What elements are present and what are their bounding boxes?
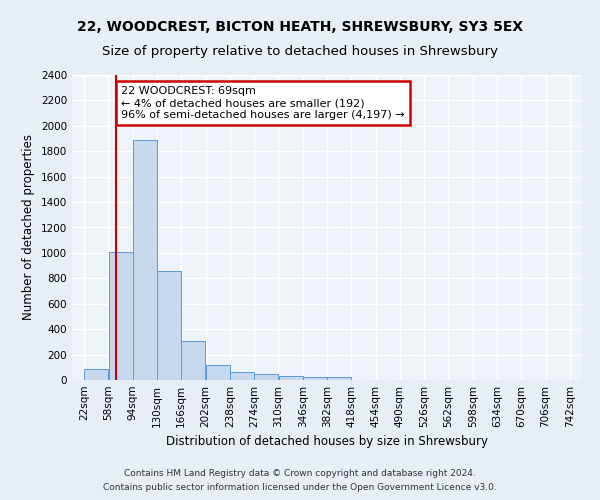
Bar	[278, 376, 302, 380]
Text: Contains HM Land Registry data © Crown copyright and database right 2024.: Contains HM Land Registry data © Crown c…	[124, 468, 476, 477]
Y-axis label: Number of detached properties: Number of detached properties	[22, 134, 35, 320]
Text: Size of property relative to detached houses in Shrewsbury: Size of property relative to detached ho…	[102, 45, 498, 58]
Bar	[109, 252, 133, 380]
Bar	[254, 374, 278, 380]
Bar	[157, 270, 181, 380]
Bar	[181, 340, 205, 380]
Text: 22 WOODCREST: 69sqm
← 4% of detached houses are smaller (192)
96% of semi-detach: 22 WOODCREST: 69sqm ← 4% of detached hou…	[121, 86, 405, 120]
Bar	[303, 378, 327, 380]
Bar	[84, 368, 109, 380]
Text: Contains public sector information licensed under the Open Government Licence v3: Contains public sector information licen…	[103, 484, 497, 492]
Bar	[327, 378, 351, 380]
X-axis label: Distribution of detached houses by size in Shrewsbury: Distribution of detached houses by size …	[166, 436, 488, 448]
Bar	[133, 140, 157, 380]
Bar	[206, 366, 230, 380]
Text: 22, WOODCREST, BICTON HEATH, SHREWSBURY, SY3 5EX: 22, WOODCREST, BICTON HEATH, SHREWSBURY,…	[77, 20, 523, 34]
Bar	[230, 372, 254, 380]
